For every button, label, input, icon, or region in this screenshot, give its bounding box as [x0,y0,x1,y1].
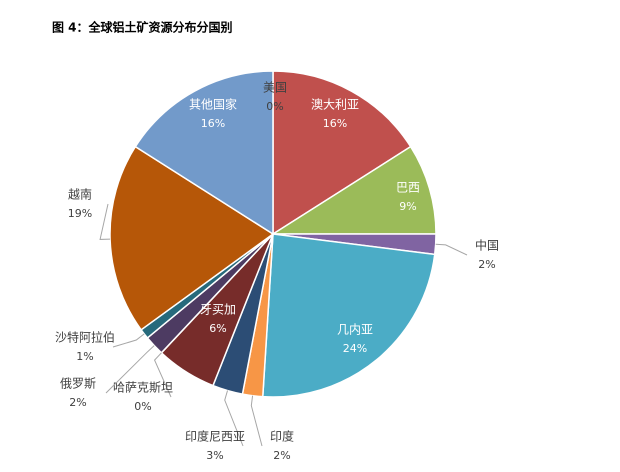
value-label: 2% [478,258,495,271]
category-label: 其他国家 [189,97,237,112]
labels: 美国 0% 澳大利亚 16% 巴西 9% 中国 2% 几内亚 24% 印度 2% 印度尼西亚 3% 牙买加 6… [55,81,499,463]
category-label: 俄罗斯 [60,377,96,391]
leader-line [224,390,244,447]
chart-title: 图 4：全球铝土矿资源分布分国别 [52,20,233,35]
leader-line [153,352,172,398]
category-label: 几内亚 [337,323,373,337]
pie-slice [261,233,436,398]
category-label: 印度尼西亚 [185,429,245,444]
value-label: 24% [343,342,367,355]
value-label: 16% [201,117,225,130]
leader-line [435,243,468,256]
pie-slice [109,145,275,331]
category-label: 中国 [475,238,499,253]
category-label: 哈萨克斯坦 [113,381,173,395]
category-label: 沙特阿拉伯 [55,330,115,345]
leader-line [250,395,263,447]
pie-slice [134,70,274,236]
value-label: 2% [69,396,86,409]
category-label: 牙买加 [200,303,236,317]
value-label: 0% [266,100,283,113]
leader-line [105,345,155,394]
value-label: 3% [206,449,223,462]
category-label: 巴西 [396,181,420,195]
category-label: 澳大利亚 [311,98,359,112]
pie-slice [270,145,437,235]
category-label: 美国 [263,81,287,95]
value-label: 1% [76,350,93,363]
category-label: 印度 [270,429,294,444]
pie [109,70,437,398]
category-label: 越南 [68,187,92,202]
value-label: 19% [68,207,92,220]
value-label: 0% [134,400,151,413]
value-label: 6% [209,322,226,335]
value-label: 16% [323,117,347,130]
value-label: 9% [399,200,416,213]
leader-line [112,333,145,348]
leader-line [99,203,111,240]
pie-slice [272,70,412,236]
value-label: 2% [273,449,290,462]
